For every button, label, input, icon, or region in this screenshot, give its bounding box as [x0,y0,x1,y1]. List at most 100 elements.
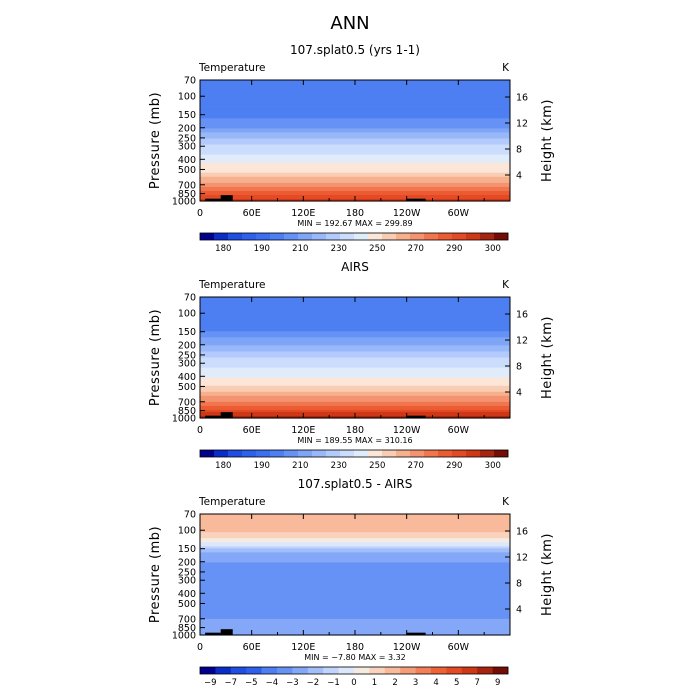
colorbar-tick-label: −7 [225,678,238,688]
y-tick-label: 400 [178,155,196,166]
colorbar-swatch [466,450,481,457]
colorbar-swatch [242,450,257,457]
stats-label: MIN = 189.55 MAX = 310.16 [297,436,412,445]
colorbar-swatch [340,450,355,457]
contour-band [200,345,510,349]
colorbar-swatch [384,667,401,674]
colorbar-tick-label: 300 [485,461,501,471]
contour-band [200,349,510,353]
y-tick-label: 200 [178,123,196,134]
contour-band [200,518,510,521]
contour-band [200,303,510,306]
colorbar-swatch [415,667,432,674]
colorbar-tick-label: 300 [485,244,501,254]
right-tick-label: 8 [516,361,522,372]
colorbar-tick-label: 190 [254,461,270,471]
y-tick-label: 300 [178,576,196,587]
colorbar-swatch [338,667,355,674]
contour-field [200,514,510,636]
colorbar-swatch [438,233,453,240]
topography-block [406,415,426,418]
colorbar-swatch [396,233,411,240]
contour-band [200,576,510,580]
colorbar-tick-label: 290 [446,461,462,471]
contour-band [200,106,510,109]
colorbar-tick-label: 0 [351,678,356,688]
y-tick-label: 300 [178,142,196,153]
variable-label: Temperature [198,62,266,74]
contour-band [200,540,510,543]
x-tick-label: 120E [291,425,315,436]
panel-title: AIRS [341,260,369,274]
contour-band [200,180,510,184]
x-tick-label: 0 [197,642,203,653]
contour-band [200,160,510,164]
contour-band [200,359,510,363]
contour-band [200,307,510,310]
contour-band [200,546,510,549]
x-tick-label: 180 [346,208,364,219]
variable-label: Temperature [198,279,266,291]
contour-band [200,301,510,304]
topography [205,629,426,635]
contour-band [200,572,510,576]
contour-band [200,174,510,178]
contour-band [200,381,510,385]
right-tick-label: 16 [516,309,528,320]
colorbar-swatch [340,233,355,240]
colorbar-tick-label: 270 [408,244,424,254]
contour-band [200,311,510,314]
colorbar-tick-label: 5 [454,678,459,688]
colorbar-swatch [312,450,327,457]
colorbar-swatch [480,233,495,240]
contour-band [200,367,510,371]
contour-band [200,323,510,326]
right-tick-label: 12 [516,552,528,563]
contour-band [200,397,510,401]
contour-band [200,313,510,316]
units-label: K [502,62,510,74]
contour-band [200,616,510,620]
colorbar-swatch [270,450,285,457]
contour-band [200,188,510,192]
x-tick-label: 60W [448,208,470,219]
colorbar-tick-label: 180 [215,461,231,471]
colorbar-swatch [284,233,299,240]
contour-band [200,84,510,87]
colorbar-swatch [354,450,369,457]
contour-band [200,564,510,568]
colorbar-tick-label: 180 [215,244,231,254]
x-tick-label: 60E [243,642,261,653]
contour-band [200,620,510,624]
topography-block [220,629,233,635]
contour-band [200,321,510,324]
colorbar-swatch [438,450,453,457]
contour-band [200,528,510,531]
y-tick-label: 500 [178,382,196,393]
x-tick-label: 120W [393,208,421,219]
right-axis-title: Height (km) [540,99,555,182]
colorbar-swatch [228,450,243,457]
contour-band [200,162,510,166]
x-tick-label: 60E [243,208,261,219]
contour-band [200,361,510,365]
contour-band [200,393,510,397]
right-tick-label: 12 [516,118,528,129]
y-tick-label: 150 [178,110,196,121]
contour-band [200,343,510,346]
y-tick-label: 100 [178,92,196,103]
contour-band [200,331,510,334]
contour-band [200,319,510,322]
contour-band [200,534,510,537]
contour-band [200,335,510,338]
right-tick-label: 8 [516,144,522,155]
contour-band [200,170,510,174]
stats-label: MIN = 192.67 MAX = 299.89 [297,219,412,228]
colorbar-swatch [446,667,463,674]
contour-band [200,544,510,547]
contour-band [200,144,510,148]
contour-band [200,530,510,533]
units-label: K [502,496,510,508]
x-tick-label: 180 [346,642,364,653]
